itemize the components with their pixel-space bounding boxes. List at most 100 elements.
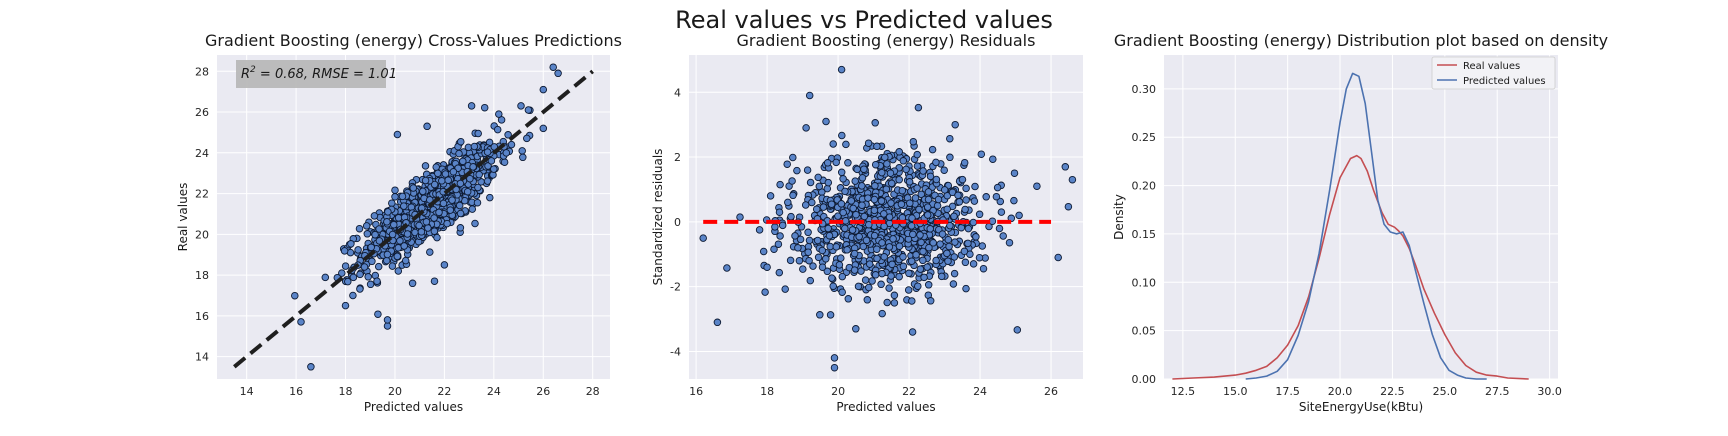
data-point bbox=[924, 281, 933, 289]
data-point bbox=[398, 192, 407, 201]
data-point bbox=[850, 266, 859, 274]
y-tick-label: 0.20 bbox=[1132, 180, 1157, 193]
data-point bbox=[1061, 163, 1070, 171]
data-point bbox=[449, 168, 458, 176]
data-point bbox=[837, 65, 846, 74]
data-point bbox=[507, 140, 516, 149]
y-tick-label: 0.10 bbox=[1132, 276, 1157, 289]
y-tick-label: 24 bbox=[195, 147, 209, 160]
data-point bbox=[962, 184, 970, 193]
data-point bbox=[887, 272, 895, 280]
data-point bbox=[401, 256, 410, 265]
data-point bbox=[913, 184, 921, 192]
data-point bbox=[444, 176, 452, 184]
data-point bbox=[906, 199, 914, 207]
data-point bbox=[1005, 238, 1014, 247]
data-point bbox=[400, 242, 408, 250]
x-tick-label: 17.5 bbox=[1275, 385, 1300, 398]
data-point bbox=[826, 311, 835, 319]
data-point bbox=[388, 230, 397, 239]
data-point bbox=[459, 157, 467, 166]
data-point bbox=[1010, 169, 1019, 177]
y-tick-label: 28 bbox=[195, 65, 209, 78]
annotation-text: R2 = 0.68, RMSE = 1.01 bbox=[241, 65, 397, 82]
data-point bbox=[950, 212, 958, 221]
data-point bbox=[419, 187, 427, 196]
data-point bbox=[355, 224, 364, 233]
data-point bbox=[944, 257, 952, 265]
data-point bbox=[912, 251, 920, 259]
data-point bbox=[814, 173, 822, 182]
data-point bbox=[992, 192, 1001, 201]
x-tick-label: 22 bbox=[902, 385, 916, 398]
data-point bbox=[819, 203, 828, 211]
data-point bbox=[809, 262, 817, 270]
data-point bbox=[883, 298, 891, 307]
data-point bbox=[774, 240, 783, 248]
data-point bbox=[823, 267, 832, 276]
data-point bbox=[804, 248, 812, 256]
data-point bbox=[932, 175, 941, 184]
x-tick-label: 24 bbox=[487, 385, 501, 398]
data-point bbox=[871, 182, 879, 190]
data-point bbox=[362, 222, 371, 230]
panel2-title: Gradient Boosting (energy) Residuals bbox=[737, 31, 1036, 50]
legend-predicted-label: Predicted values bbox=[1463, 76, 1546, 87]
data-point bbox=[865, 220, 873, 229]
data-point bbox=[375, 225, 383, 233]
annotation-box bbox=[236, 60, 386, 88]
data-point bbox=[878, 269, 886, 278]
data-point bbox=[775, 268, 784, 277]
data-point bbox=[838, 272, 847, 281]
panel-predictions: 14 16 18 20 22 24 26 28 14 16 18 20 22 24 26 28 R2 = 0.… bbox=[176, 31, 622, 414]
data-point bbox=[838, 131, 846, 140]
data-point bbox=[873, 254, 881, 263]
data-point bbox=[908, 328, 917, 336]
y-tick-label: 0.30 bbox=[1132, 83, 1157, 96]
data-point bbox=[440, 261, 449, 269]
y-tick-label: 0.25 bbox=[1132, 131, 1157, 144]
data-point bbox=[878, 309, 886, 318]
data-point bbox=[713, 318, 722, 327]
data-point bbox=[868, 277, 876, 285]
data-point bbox=[435, 208, 443, 217]
y-tick-label: 14 bbox=[195, 351, 209, 364]
data-point bbox=[850, 249, 859, 258]
data-point bbox=[828, 274, 836, 282]
data-point bbox=[945, 242, 953, 251]
data-point bbox=[423, 122, 431, 131]
data-point bbox=[954, 191, 962, 200]
data-point bbox=[905, 178, 914, 186]
data-point bbox=[383, 322, 392, 330]
data-point bbox=[812, 205, 821, 213]
data-point bbox=[865, 283, 873, 292]
data-point bbox=[946, 153, 954, 162]
data-point bbox=[858, 174, 867, 182]
data-point bbox=[415, 221, 423, 230]
data-point bbox=[841, 217, 850, 225]
data-point bbox=[907, 222, 916, 230]
x-tick-label: 25.0 bbox=[1433, 385, 1458, 398]
data-point bbox=[883, 160, 891, 168]
data-point bbox=[443, 219, 451, 228]
data-point bbox=[424, 224, 432, 232]
data-point bbox=[356, 285, 364, 293]
data-point bbox=[885, 284, 893, 292]
data-point bbox=[852, 325, 860, 333]
legend-real-label: Real values bbox=[1463, 61, 1520, 72]
panel3-ylabel: Density bbox=[1112, 194, 1126, 240]
data-point bbox=[439, 199, 448, 208]
data-point bbox=[761, 288, 769, 296]
data-point bbox=[919, 167, 927, 175]
data-point bbox=[929, 239, 937, 247]
data-point bbox=[417, 228, 426, 236]
data-point bbox=[823, 159, 832, 167]
data-point bbox=[829, 282, 837, 290]
data-point bbox=[360, 263, 369, 271]
data-point bbox=[786, 256, 795, 265]
y-tick-label: -2 bbox=[670, 281, 681, 294]
data-point bbox=[470, 142, 479, 151]
data-point bbox=[483, 177, 492, 185]
